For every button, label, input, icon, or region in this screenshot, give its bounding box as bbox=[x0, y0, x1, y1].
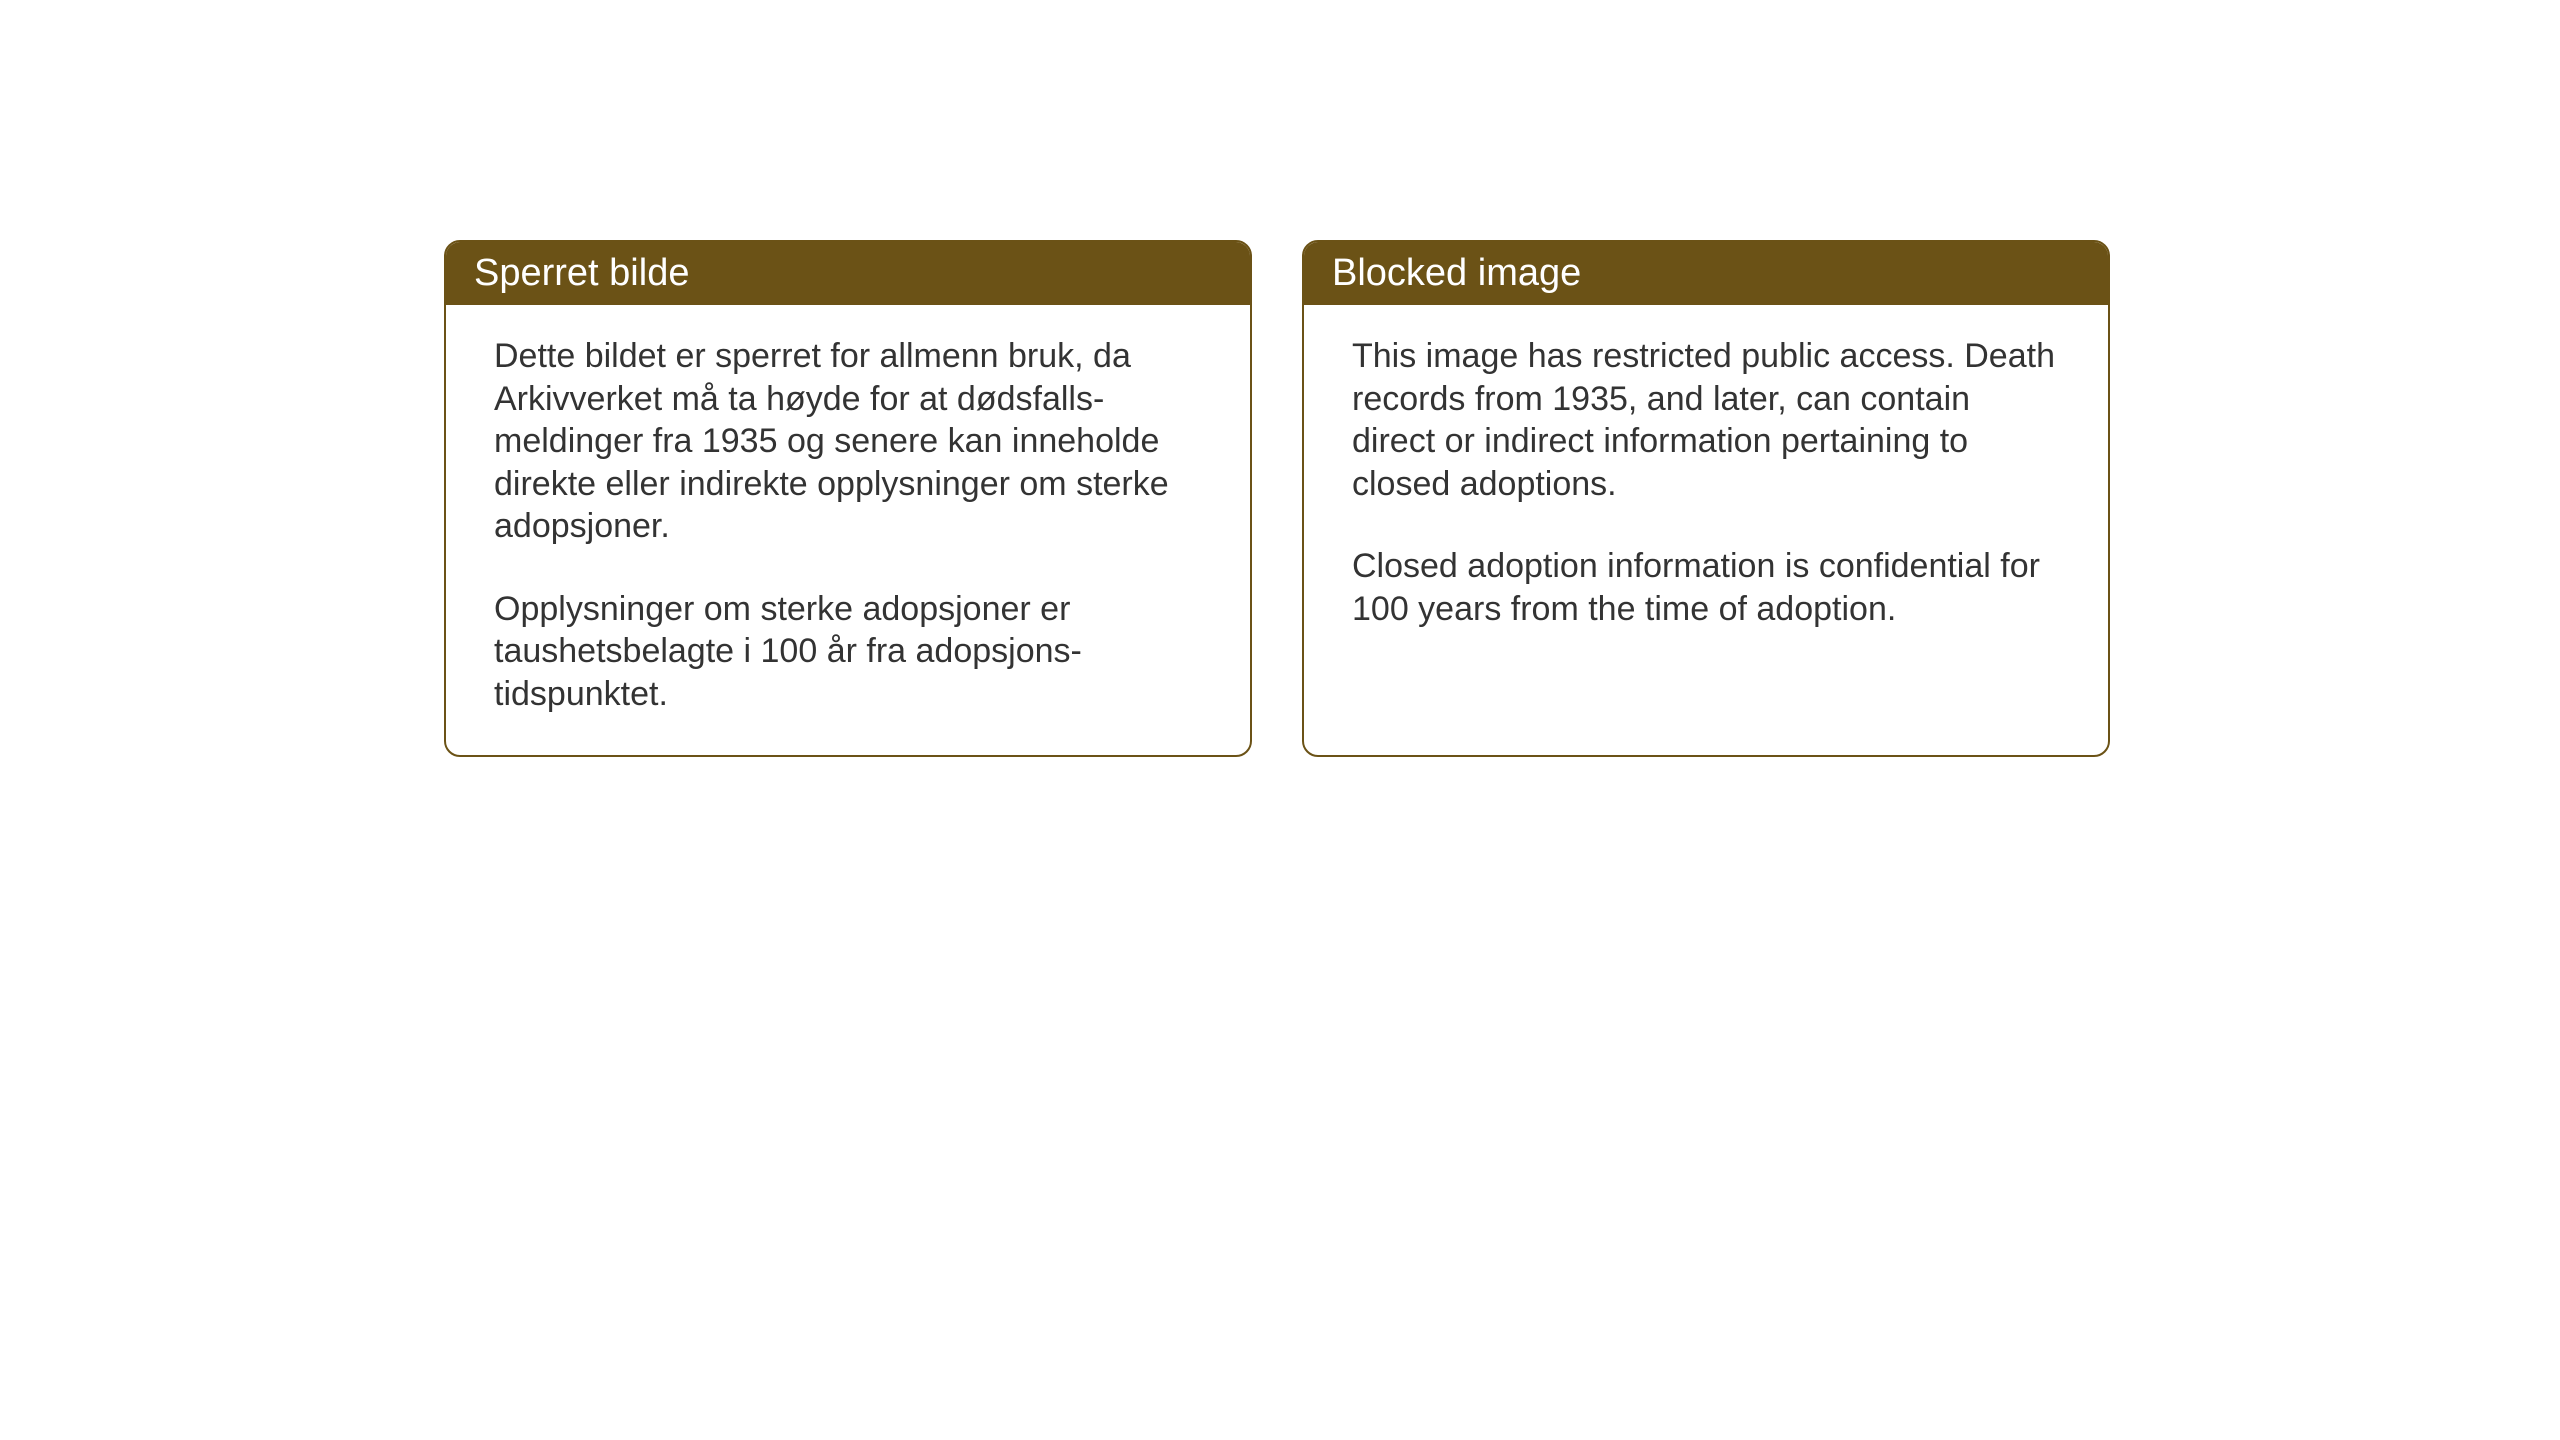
notice-paragraph-2-english: Closed adoption information is confident… bbox=[1352, 545, 2060, 630]
notice-box-english: Blocked image This image has restricted … bbox=[1302, 240, 2110, 757]
notice-header-english: Blocked image bbox=[1304, 242, 2108, 305]
notice-body-english: This image has restricted public access.… bbox=[1304, 305, 2108, 755]
notice-container: Sperret bilde Dette bildet er sperret fo… bbox=[0, 0, 2560, 757]
notice-title-english: Blocked image bbox=[1332, 252, 1581, 294]
notice-paragraph-1-norwegian: Dette bildet er sperret for allmenn bruk… bbox=[494, 335, 1202, 548]
notice-paragraph-1-english: This image has restricted public access.… bbox=[1352, 335, 2060, 505]
notice-paragraph-2-norwegian: Opplysninger om sterke adopsjoner er tau… bbox=[494, 588, 1202, 716]
notice-box-norwegian: Sperret bilde Dette bildet er sperret fo… bbox=[444, 240, 1252, 757]
notice-body-norwegian: Dette bildet er sperret for allmenn bruk… bbox=[446, 305, 1250, 755]
notice-header-norwegian: Sperret bilde bbox=[446, 242, 1250, 305]
notice-title-norwegian: Sperret bilde bbox=[474, 252, 689, 294]
